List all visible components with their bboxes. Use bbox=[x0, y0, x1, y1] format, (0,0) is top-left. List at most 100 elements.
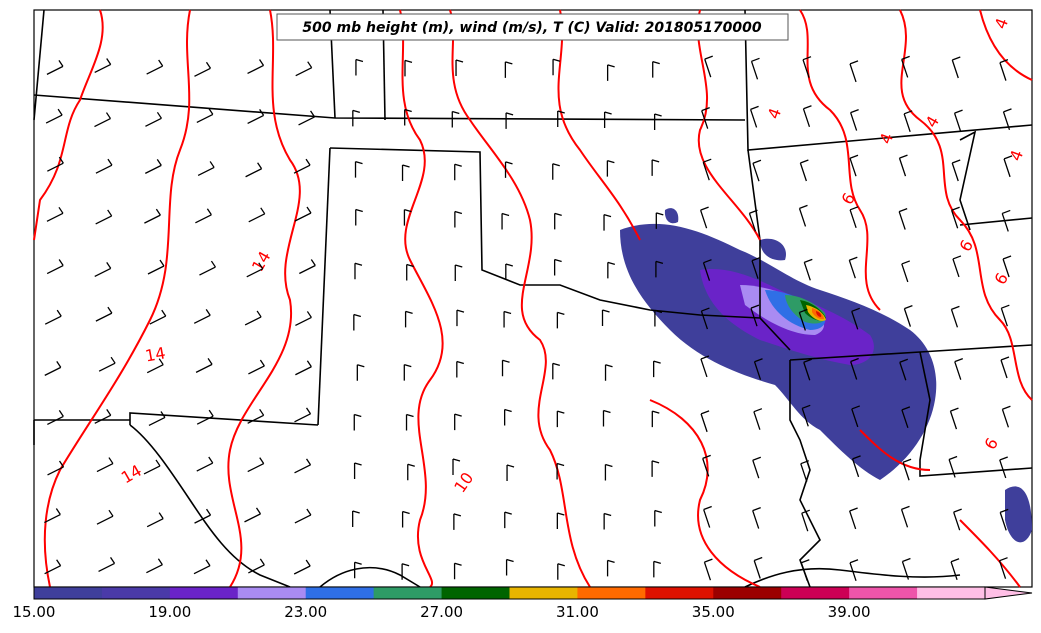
wind-barb bbox=[603, 512, 612, 530]
temperature-contours bbox=[33, 9, 1033, 588]
wind-barb bbox=[604, 364, 613, 381]
wind-barb bbox=[247, 408, 265, 424]
wind-barb bbox=[506, 464, 515, 481]
wind-barb bbox=[248, 359, 265, 375]
wind-barb bbox=[1001, 209, 1011, 232]
wind-barb bbox=[753, 556, 763, 579]
wind-barb bbox=[653, 113, 662, 131]
wind-barb bbox=[848, 256, 858, 279]
wind-barb bbox=[146, 558, 163, 574]
wind-barb bbox=[501, 212, 510, 230]
wind-barb bbox=[456, 360, 464, 378]
wind-barb bbox=[95, 306, 113, 322]
wind-barb bbox=[954, 358, 963, 380]
wind-barb bbox=[999, 59, 1009, 81]
wind-barb bbox=[901, 55, 910, 78]
wind-barb bbox=[702, 454, 711, 477]
wind-barb bbox=[700, 355, 710, 378]
wind-barb bbox=[145, 159, 162, 174]
wind-barb bbox=[651, 410, 660, 428]
wind-barb bbox=[199, 260, 216, 276]
wind-barb bbox=[702, 158, 712, 181]
wind-barb bbox=[354, 561, 362, 579]
wind-barb bbox=[294, 508, 312, 524]
wind-barb bbox=[47, 410, 64, 425]
wind-barb bbox=[196, 108, 214, 123]
wind-barb bbox=[849, 154, 859, 177]
wind-barb bbox=[98, 557, 116, 572]
wind-barb bbox=[44, 559, 62, 575]
wind-barb bbox=[451, 110, 460, 128]
wind-barb bbox=[802, 56, 812, 78]
wind-barb bbox=[748, 209, 758, 232]
wind-barb bbox=[143, 459, 161, 475]
colorbar-segment bbox=[509, 587, 578, 599]
wind-barb bbox=[96, 457, 114, 473]
wind-barb bbox=[504, 61, 513, 78]
wind-barb bbox=[294, 407, 312, 423]
wind-barb bbox=[146, 59, 164, 75]
wind-barb bbox=[552, 163, 560, 180]
wind-barb bbox=[146, 512, 164, 528]
wind-barb bbox=[604, 463, 613, 481]
colorbar-tick-label: 19.00 bbox=[148, 603, 191, 621]
colorbar-segment bbox=[781, 587, 850, 599]
wind-barb bbox=[1002, 255, 1012, 278]
wind-barb bbox=[899, 358, 909, 381]
wind-barb bbox=[403, 364, 412, 381]
wind-barb bbox=[197, 161, 215, 177]
wind-barb bbox=[194, 508, 212, 524]
wind-barb bbox=[247, 59, 265, 75]
wind-barb bbox=[404, 59, 413, 77]
wind-barb bbox=[953, 508, 962, 531]
contour-label: 14 bbox=[144, 343, 167, 365]
wind-barb bbox=[552, 58, 561, 76]
wind-barb bbox=[702, 259, 712, 281]
wind-barb bbox=[401, 563, 410, 580]
colorbar-labels: 15.00 19.00 23.00 27.00 31.00 35.00 39.00 bbox=[13, 603, 871, 621]
wind-barb bbox=[196, 456, 214, 472]
wind-barb bbox=[703, 558, 713, 581]
wind-barb bbox=[299, 259, 316, 275]
wind-barb bbox=[953, 109, 963, 132]
wind-barb bbox=[849, 60, 859, 83]
wind-barb bbox=[505, 558, 514, 576]
wind-barb bbox=[803, 258, 813, 281]
wind-barb bbox=[46, 60, 64, 75]
wind-barb bbox=[849, 507, 858, 530]
wind-barb bbox=[749, 105, 759, 128]
wind-barb bbox=[293, 559, 311, 575]
colorbar-tick-label: 15.00 bbox=[13, 603, 56, 621]
wind-barb bbox=[294, 458, 312, 474]
colorbar-segment bbox=[373, 587, 443, 599]
wind-barb bbox=[898, 154, 908, 177]
wind-barb bbox=[652, 61, 660, 78]
wind-barb bbox=[94, 262, 112, 277]
wind-barb bbox=[553, 258, 562, 276]
wind-barb bbox=[355, 208, 363, 226]
wind-barb bbox=[146, 358, 164, 374]
wind-barb bbox=[700, 307, 710, 330]
wind-barb bbox=[952, 255, 962, 278]
wind-barb bbox=[44, 508, 61, 524]
colorbar-segment bbox=[169, 587, 239, 599]
wind-barb bbox=[655, 212, 664, 229]
wind-barb bbox=[353, 462, 362, 480]
wind-barb bbox=[556, 512, 565, 530]
wind-barb bbox=[1003, 155, 1013, 178]
wind-barb bbox=[44, 361, 62, 376]
wind-barb bbox=[454, 413, 462, 431]
wind-barb bbox=[903, 110, 913, 133]
wind-barb bbox=[903, 305, 913, 327]
wind-barb bbox=[45, 108, 63, 124]
wind-barb bbox=[950, 305, 960, 328]
wind-barb bbox=[849, 206, 859, 229]
wind-barb bbox=[354, 161, 363, 178]
wind-barb bbox=[752, 159, 762, 182]
colorbar bbox=[33, 586, 1033, 600]
wind-barb bbox=[950, 558, 960, 580]
wind-barb bbox=[1000, 304, 1010, 327]
wind-barb bbox=[248, 207, 266, 223]
wind-barb bbox=[799, 159, 809, 182]
colorbar-segment bbox=[34, 587, 103, 599]
